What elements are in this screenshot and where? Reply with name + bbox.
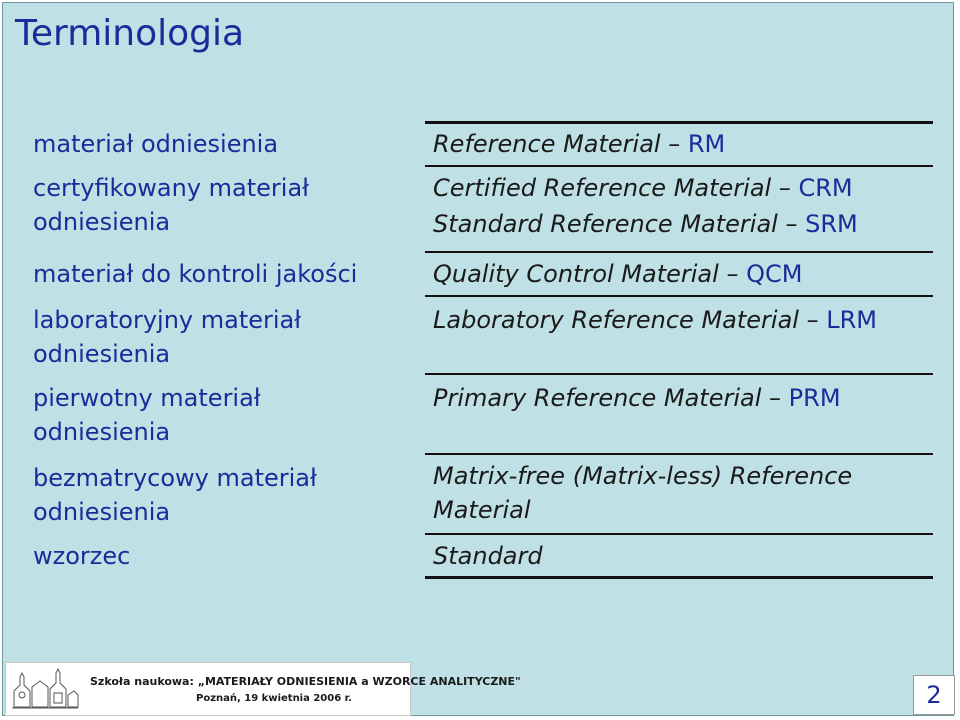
university-logo-icon — [10, 667, 80, 711]
term-pl: wzorzec — [33, 542, 131, 570]
term-en: Standard — [433, 542, 543, 570]
term-en: Matrix-free (Matrix-less) Reference Mate… — [433, 462, 853, 524]
banner-title: Szkoła naukowa: „MATERIAŁY ODNIESIENIA a… — [90, 675, 521, 688]
conference-banner: Szkoła naukowa: „MATERIAŁY ODNIESIENIA a… — [5, 662, 521, 716]
term-en: Quality Control Material – QCM — [433, 260, 803, 288]
term-en: Primary Reference Material – PRM — [433, 384, 841, 412]
page-number: 2 — [913, 675, 955, 715]
term-abbreviation: QCM — [746, 260, 803, 288]
term-abbreviation: PRM — [788, 384, 841, 412]
table-rule — [425, 251, 933, 253]
term-pl: pierwotny materiał odniesienia — [33, 384, 261, 446]
term-en: Reference Material – RM — [433, 130, 726, 158]
table-rule — [425, 533, 933, 535]
slide-title: Terminologia — [15, 13, 245, 54]
table-rule — [425, 121, 933, 124]
term-en: Laboratory Reference Material – LRM — [433, 306, 877, 334]
term-pl: certyfikowany materiał odniesienia — [33, 174, 309, 236]
term-abbreviation: SRM — [805, 210, 858, 238]
term-pl: materiał do kontroli jakości — [33, 260, 358, 288]
term-pl: laboratoryjny materiał odniesienia — [33, 306, 302, 368]
term-abbreviation: CRM — [798, 174, 853, 202]
term-abbreviation: RM — [687, 130, 726, 158]
term-en: Certified Reference Material – CRM Stand… — [433, 174, 858, 238]
table-rule — [425, 576, 933, 579]
table-rule — [425, 165, 933, 167]
term-pl: materiał odniesienia — [33, 130, 279, 158]
term-abbreviation: LRM — [826, 306, 877, 334]
table-rule — [425, 295, 933, 297]
banner-date: Poznań, 19 kwietnia 2006 r. — [196, 693, 352, 704]
table-rule — [425, 373, 933, 375]
term-pl: bezmatrycowy materiał odniesienia — [33, 464, 317, 526]
table-rule — [425, 453, 933, 455]
